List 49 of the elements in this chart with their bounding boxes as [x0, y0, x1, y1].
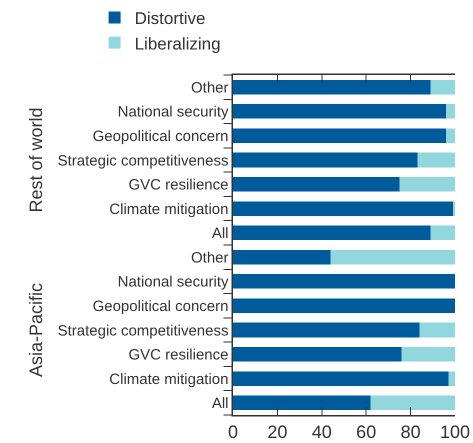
bar [233, 128, 446, 143]
bar [417, 152, 455, 168]
bar [419, 322, 455, 338]
bar [233, 274, 455, 289]
y-tick-label: Geopolitical concern [92, 128, 228, 145]
y-tick-label: Strategic competitiveness [58, 152, 228, 170]
bar [233, 201, 453, 216]
bar [233, 347, 402, 362]
bar [233, 371, 448, 386]
legend-label: Distortive [134, 9, 206, 28]
x-tick-label: 100 [440, 422, 470, 442]
y-axis-title: Asia-Pacific [26, 282, 46, 378]
bar [233, 250, 331, 264]
y-tick-label: Geopolitical concern [92, 298, 228, 315]
bar [370, 396, 455, 410]
bar [233, 396, 371, 410]
bar [233, 226, 431, 240]
legend-label: Liberalizing [134, 34, 221, 54]
bar [446, 128, 455, 143]
y-tick-label: National security [118, 274, 229, 291]
bar [233, 152, 418, 168]
bar [430, 226, 455, 240]
x-tick-label: 40 [312, 422, 332, 442]
x-tick-label: 80 [400, 422, 421, 442]
x-tick-label: 20 [267, 422, 288, 442]
x-tick-label: 0 [228, 422, 238, 442]
y-tick-label: Strategic competitiveness [58, 322, 228, 340]
bar [430, 80, 455, 94]
bar [448, 371, 455, 386]
bar [233, 322, 420, 338]
y-tick-label: Other [190, 249, 229, 266]
y-tick-label: Climate mitigation [109, 200, 228, 218]
bar [400, 177, 455, 192]
y-tick-label: GVC resilience [128, 176, 228, 194]
y-tick-label: National security [118, 104, 229, 121]
x-tick-label: 60 [356, 422, 376, 442]
y-axis-title: Rest of world [26, 107, 46, 213]
y-tick-label: All [212, 395, 228, 412]
bar [402, 347, 455, 362]
bar [330, 250, 455, 264]
y-tick-label: Other [190, 79, 229, 96]
bar [446, 104, 455, 119]
y-tick-label: All [212, 225, 228, 242]
bar [233, 177, 400, 192]
y-tick-label: Climate mitigation [109, 370, 228, 388]
bar [233, 80, 431, 94]
bar [233, 298, 455, 313]
bar [233, 104, 446, 119]
y-tick-label: GVC resilience [128, 346, 228, 364]
